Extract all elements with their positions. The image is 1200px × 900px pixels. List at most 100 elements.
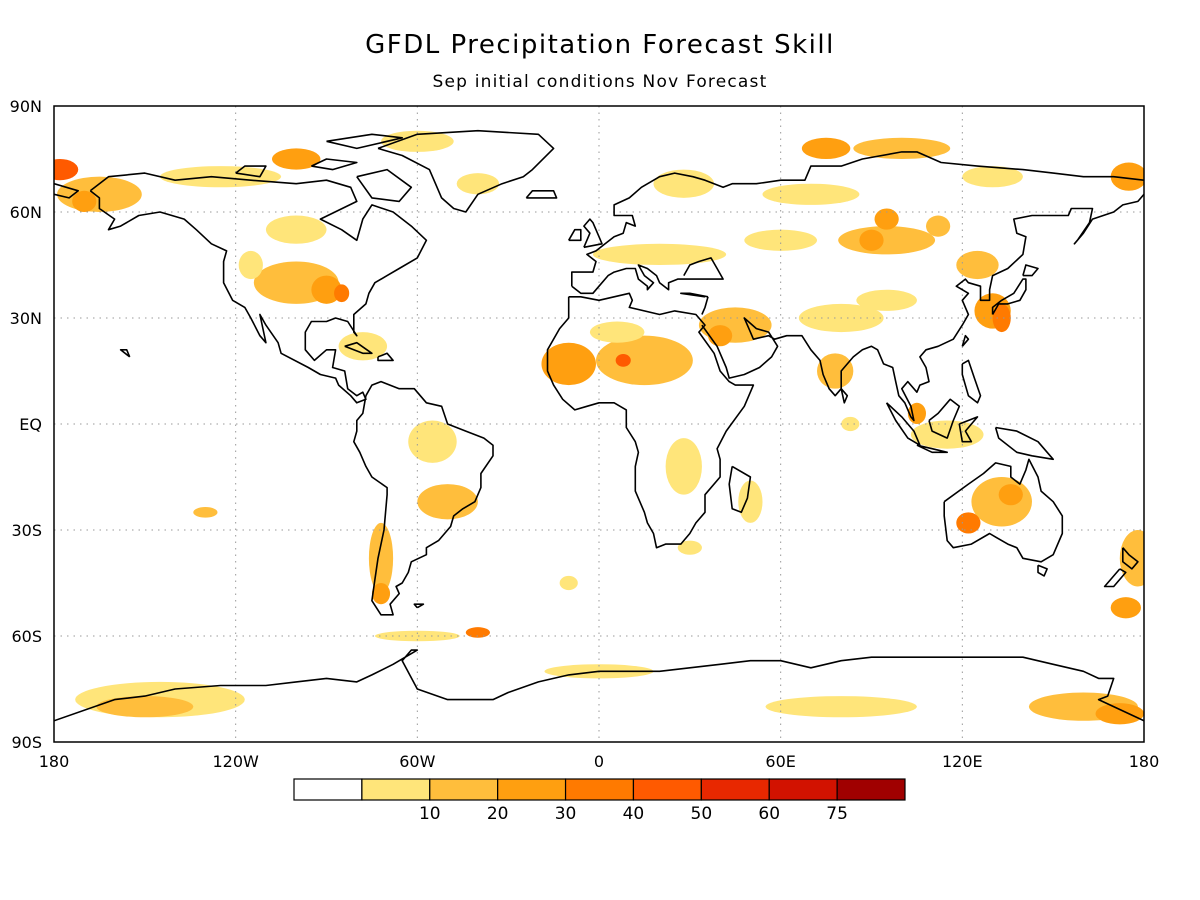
colorbar-bin-0: [293, 778, 363, 801]
skill-region-3: [615, 354, 631, 367]
coastline-2: [546, 292, 755, 549]
coastline-3: [571, 151, 1144, 287]
colorbar-label: 20: [487, 804, 509, 824]
skill-region-6: [708, 325, 733, 347]
skill-region-0: [595, 335, 693, 386]
skill-region-31: [159, 166, 282, 188]
lon-label: 180: [1129, 752, 1160, 771]
coastline-13: [525, 190, 558, 199]
coastline-31: [961, 359, 982, 404]
lon-label: 120E: [942, 752, 983, 771]
coastline-32: [344, 341, 373, 355]
colorbar-label: 75: [826, 804, 848, 824]
colorbar-label: 60: [758, 804, 780, 824]
coastline-11: [583, 218, 603, 249]
skill-region-11: [744, 229, 818, 251]
skill-region-61: [874, 208, 899, 230]
colorbar-bin-6: [700, 778, 770, 801]
skill-region-47: [910, 420, 984, 449]
colorbar-bin-5: [632, 778, 702, 801]
chart-subtitle: Sep initial conditions Nov Forecast: [433, 72, 768, 92]
skill-region-19: [801, 137, 851, 159]
lat-label: 30N: [10, 309, 42, 328]
skill-region-53: [96, 696, 194, 718]
lat-label: 90S: [11, 733, 42, 752]
skill-region-37: [417, 484, 478, 520]
skill-region-46: [1110, 597, 1141, 619]
skill-region-25: [334, 284, 350, 303]
skill-region-4: [589, 321, 645, 343]
lon-label: 60E: [765, 752, 795, 771]
skill-region-14: [956, 250, 999, 280]
skill-region-20: [962, 166, 1023, 188]
skill-region-43: [998, 484, 1023, 506]
skill-region-58: [559, 575, 578, 591]
longitude-tick-labels: 180 120W 60W 0 60E 120E 180: [39, 752, 1160, 771]
lat-label: 60N: [10, 203, 42, 222]
skill-region-16: [992, 303, 1011, 333]
skill-region-41: [465, 627, 490, 638]
skill-region-2: [541, 342, 596, 386]
coastline-18: [326, 133, 403, 150]
skill-region-32: [272, 148, 321, 170]
coastline-17: [356, 168, 413, 203]
coastline-24: [943, 458, 1064, 563]
skill-region-10: [592, 243, 727, 265]
lon-label: 60W: [399, 752, 435, 771]
coastline-20: [916, 444, 948, 454]
skill-region-30: [54, 159, 79, 181]
coastline-12: [568, 228, 582, 242]
coastline-10: [1022, 264, 1039, 277]
colorbar-bin-4: [564, 778, 635, 801]
skill-region-51: [738, 480, 763, 523]
map-plot-area: [53, 105, 1145, 743]
skill-region-36: [408, 420, 457, 463]
coastline-5: [571, 257, 724, 295]
colorbar-bin-1: [361, 778, 431, 801]
skill-region-13: [859, 229, 884, 251]
skill-region-22: [653, 169, 715, 198]
skill-region-34: [456, 173, 500, 195]
coastline-30: [961, 334, 970, 347]
lon-label: 120W: [212, 752, 259, 771]
lat-label: 60S: [11, 627, 42, 646]
coastline-7: [701, 296, 709, 315]
coastline-29: [840, 388, 849, 404]
coastline-4: [54, 182, 79, 199]
coastline-25: [1037, 564, 1048, 577]
skill-region-9: [856, 289, 917, 311]
colorbar-bin-7: [768, 778, 838, 801]
latitude-tick-labels: 90N 60N 30N EQ 30S 60S 90S: [10, 97, 42, 752]
skill-region-59: [677, 540, 702, 555]
skill-region-45: [1119, 530, 1144, 587]
coastline-33: [377, 352, 394, 362]
lon-label: 0: [594, 752, 604, 771]
coastline-layer: [54, 129, 1144, 722]
skill-region-62: [926, 215, 951, 237]
skill-region-39: [371, 583, 391, 605]
colorbar-bin-8: [836, 778, 906, 801]
skill-region-33: [381, 130, 454, 152]
coastline-35: [413, 603, 425, 609]
skill-shading-layer: [54, 130, 1144, 725]
coastline-34: [119, 349, 131, 358]
coastline-26: [1122, 547, 1139, 570]
coastline-0: [89, 172, 428, 404]
colorbar-label: 30: [555, 804, 577, 824]
coastline-36: [54, 649, 1144, 722]
skill-region-55: [765, 696, 917, 718]
skill-region-17: [762, 183, 860, 205]
skill-region-40: [374, 630, 460, 642]
skill-region-18: [853, 137, 951, 159]
lon-label: 180: [39, 752, 70, 771]
skill-region-60: [193, 507, 218, 518]
skill-region-42: [971, 477, 1032, 527]
colorbar-bin-2: [429, 778, 499, 801]
skill-region-21: [1110, 162, 1144, 191]
coastline-6: [680, 292, 709, 298]
coastline-15: [235, 165, 267, 178]
skill-region-24: [311, 275, 342, 304]
skill-region-26: [238, 250, 263, 280]
skill-region-35: [265, 215, 327, 244]
